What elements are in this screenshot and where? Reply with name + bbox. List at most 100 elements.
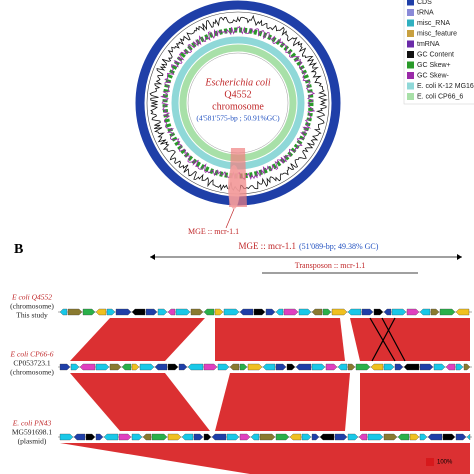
legend-swatch xyxy=(407,19,414,27)
gene-arrow xyxy=(355,363,371,371)
gene-arrow xyxy=(419,308,431,316)
synteny-band xyxy=(360,373,470,431)
gene-arrow xyxy=(455,433,467,441)
gene-arrow xyxy=(175,308,191,316)
gene-arrow xyxy=(167,433,182,441)
gene-arrow xyxy=(187,363,204,371)
synteny-band xyxy=(70,318,205,361)
gene-arrow xyxy=(325,363,338,371)
genome-label: MG591698.1 xyxy=(12,428,52,437)
synteny-bands xyxy=(60,317,470,474)
gene-arrow xyxy=(409,433,420,441)
gene-arrow xyxy=(178,363,188,371)
inversion-line xyxy=(371,317,396,362)
gene-arrow xyxy=(131,363,140,371)
gene-arrow xyxy=(311,308,323,316)
legend-swatch xyxy=(407,72,414,79)
gene-arrow xyxy=(295,363,312,371)
gene-arrow xyxy=(142,433,152,441)
gene-arrow xyxy=(59,363,71,371)
gene-arrow xyxy=(430,308,440,316)
panel-label: B xyxy=(14,242,23,257)
genome-label: E coli CP66-6 xyxy=(10,350,54,359)
gene-arrow xyxy=(466,433,471,441)
genome-label: (plasmid) xyxy=(18,437,47,446)
synteny-band xyxy=(60,443,470,474)
transposon-label: Transposon :: mcr-1.1 xyxy=(295,261,365,270)
genome-label: (chromosome) xyxy=(10,302,54,311)
gene-arrow xyxy=(419,433,428,441)
legend-swatch xyxy=(407,40,414,48)
gene-arrow xyxy=(337,363,348,371)
gene-arrow xyxy=(403,363,420,371)
gene-arrow xyxy=(298,308,312,316)
gene-arrow xyxy=(370,363,384,371)
gene-arrow xyxy=(311,363,326,371)
gene-arrow xyxy=(167,363,179,371)
gene-arrow xyxy=(79,363,96,371)
legend-label: CDS xyxy=(417,0,432,6)
gene-arrow xyxy=(347,433,359,441)
mge-title: MGE :: mcr-1.1 xyxy=(238,241,296,251)
gene-arrow xyxy=(121,363,132,371)
gene-arrow xyxy=(73,433,86,441)
legend-label: GC Content xyxy=(417,51,454,58)
legend-swatch xyxy=(407,30,414,37)
mge-pointer xyxy=(225,208,235,229)
gene-arrow xyxy=(106,308,116,316)
genome-type: chromosome xyxy=(212,101,264,112)
synteny-band xyxy=(215,318,345,361)
genome-label: CP053723.1 xyxy=(13,359,51,368)
gene-arrow xyxy=(118,433,132,441)
gene-arrow xyxy=(286,363,296,371)
identity-swatch xyxy=(426,458,434,466)
inversion-line xyxy=(381,317,406,362)
gene-arrow xyxy=(259,433,276,441)
gene-arrow xyxy=(439,308,456,316)
gene-arrow xyxy=(383,308,392,316)
gene-arrow xyxy=(265,308,276,316)
gene-arrow xyxy=(226,433,240,441)
gene-arrow xyxy=(217,363,230,371)
gene-arrow xyxy=(367,433,384,441)
inversion-line xyxy=(369,317,396,362)
gene-arrow xyxy=(181,433,194,441)
gene-arrow xyxy=(406,308,420,316)
gene-arrow xyxy=(275,433,290,441)
gene-arrow xyxy=(214,308,224,316)
gene-arrow xyxy=(131,308,146,316)
gene-arrow xyxy=(319,433,335,441)
gene-arrow xyxy=(275,363,287,371)
gene-arrow xyxy=(397,433,410,441)
legend-label: misc_feature xyxy=(417,30,457,37)
identity-legend: 100% xyxy=(437,460,453,466)
gene-arrow xyxy=(229,363,240,371)
gene-arrow xyxy=(203,308,215,316)
legend-swatch xyxy=(407,51,414,58)
gene-arrow xyxy=(455,363,464,371)
gene-arrow xyxy=(383,433,398,441)
gene-arrow xyxy=(59,433,74,441)
gene-arrow xyxy=(301,433,312,441)
gene-arrow xyxy=(361,308,374,316)
synteny-band xyxy=(350,318,470,361)
legend-label: tRNA xyxy=(417,9,434,16)
gene-arrow xyxy=(250,433,260,441)
gene-arrow xyxy=(334,433,348,441)
gene-arrow xyxy=(253,308,266,316)
gene-arrow xyxy=(131,433,143,441)
genome-stats: (4'581'575-bp ; 50.91%GC) xyxy=(196,114,280,123)
legend-label: tmRNA xyxy=(417,41,440,48)
gene-arrow xyxy=(311,433,320,441)
gene-arrow xyxy=(463,363,471,371)
gene-arrow xyxy=(190,308,204,316)
gene-arrow xyxy=(275,308,284,316)
genome-label: (chromosome) xyxy=(10,368,54,377)
gene-arrow xyxy=(322,308,332,316)
legend-label: E. coli CP66_6 xyxy=(417,93,463,100)
gene-arrow xyxy=(157,308,168,316)
gene-arrow xyxy=(95,308,107,316)
gene-arrow xyxy=(239,433,251,441)
gene-arrow xyxy=(85,433,96,441)
